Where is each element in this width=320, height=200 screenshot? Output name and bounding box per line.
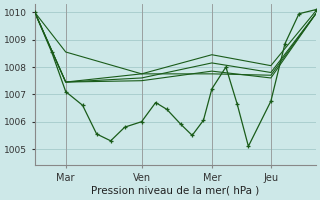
X-axis label: Pression niveau de la mer( hPa ): Pression niveau de la mer( hPa ) [91, 186, 260, 196]
